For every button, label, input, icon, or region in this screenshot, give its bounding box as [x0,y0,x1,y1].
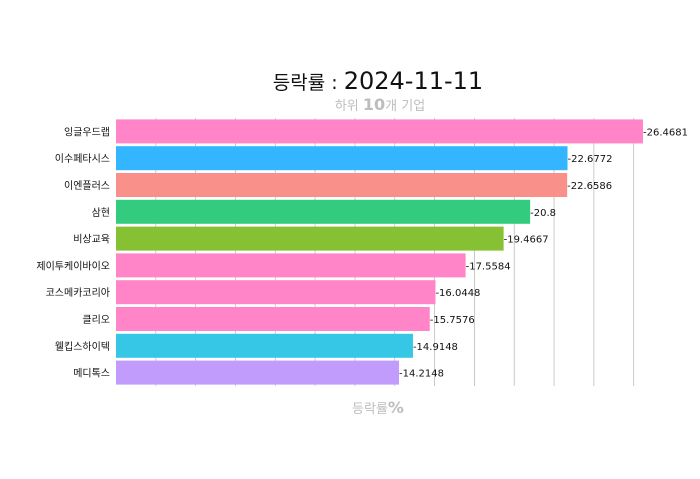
data-label: -16.0448 [435,288,480,299]
chart-subtitle: 하위 10개 기업 [335,95,425,114]
data-label: -14.2148 [399,369,444,380]
data-label: -26.4681 [643,127,688,138]
category-label: 이엔플러스 [64,180,110,192]
category-label: 비상교육 [73,234,110,246]
category-label: 제이투케이바이오 [36,260,110,272]
x-axis-label: 등락률% [352,398,404,417]
data-label: -22.6586 [567,181,612,192]
chart-title-prefix: 등락률 : [273,72,344,94]
subtitle-num: 10 [363,95,385,114]
bar [116,307,430,331]
data-label: -22.6772 [568,154,613,165]
chart-title: 등락률 : 2024-11-11 [273,67,483,95]
subtitle-pre: 하위 [335,99,363,114]
bar [116,173,568,197]
data-label: -20.8 [530,208,556,219]
data-label: -17.5584 [466,261,511,272]
bar [116,226,504,251]
bars [116,119,643,385]
category-label: 잉글우드랩 [64,126,110,138]
bar [116,146,568,171]
bar [116,199,531,224]
data-label: -19.4667 [504,235,549,246]
category-label: 삼현 [92,207,110,219]
bar [116,119,643,144]
bar [116,360,400,385]
chart-title-date: 2024-11-11 [344,67,483,95]
bar [116,333,413,358]
category-labels: 잉글우드랩이수페타시스이엔플러스삼현비상교육제이투케이바이오코스메카코리아클리오… [36,126,110,379]
bar [116,253,466,278]
category-label: 이수페타시스 [55,153,110,165]
x-axis-unit: % [388,398,404,417]
category-label: 메디톡스 [73,368,110,380]
bar [116,280,436,305]
data-label: -14.9148 [413,342,458,353]
subtitle-post: 개 기업 [385,99,425,114]
category-label: 웰킵스하이텍 [55,340,110,353]
category-label: 클리오 [82,314,110,326]
data-label: -15.7576 [430,315,475,326]
x-axis-label-text: 등락률 [352,402,388,417]
value-labels: -26.4681 -22.6772 -22.6586 -20.8 -19.4667 -17… [399,127,688,379]
category-label: 코스메카코리아 [46,287,110,299]
